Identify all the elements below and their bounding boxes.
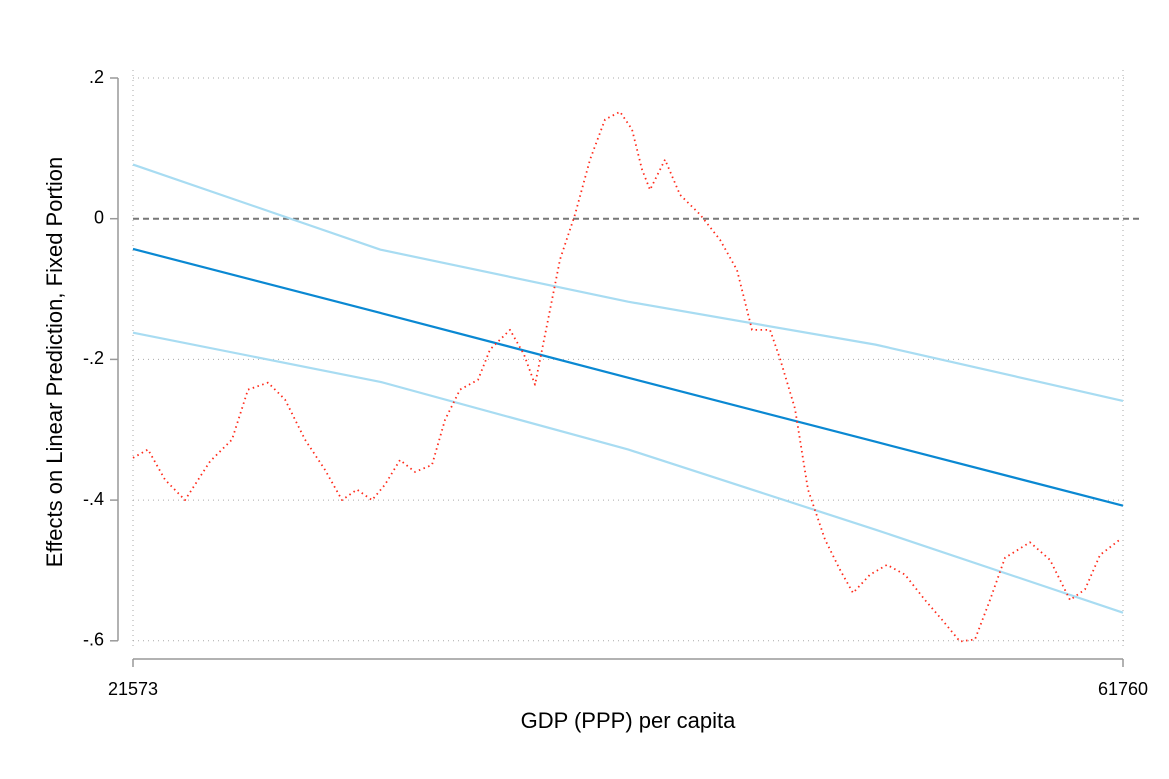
series-line: [132, 163, 1124, 402]
density-line: [132, 110, 1121, 643]
y-tick-label: -.4: [83, 489, 104, 509]
series-line: [132, 331, 1124, 614]
series-line: [132, 247, 1124, 507]
y-axis-title: Effects on Linear Prediction, Fixed Port…: [42, 157, 67, 567]
y-tick-label: .2: [89, 67, 104, 87]
x-tick-label: 21573: [108, 679, 158, 699]
y-tick-label: 0: [94, 207, 104, 227]
y-tick-label: -.2: [83, 348, 104, 368]
x-axis-title: GDP (PPP) per capita: [521, 708, 737, 733]
x-tick-label: 61760: [1098, 679, 1148, 699]
y-tick-label: -.6: [83, 630, 104, 650]
